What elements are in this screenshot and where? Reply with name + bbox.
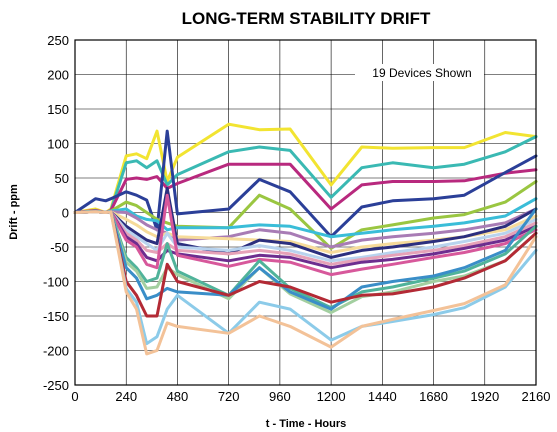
- y-axis-label: Drift - ppm: [8, 184, 20, 240]
- y-tick-labels: 250 200 150 100 50 0 -50 -100 -150 -200 -250: [43, 33, 69, 393]
- x-tick-label: 1200: [317, 389, 346, 404]
- y-tick-label: 50: [55, 171, 69, 186]
- x-tick-label: 2160: [522, 389, 551, 404]
- y-tick-label: -150: [43, 309, 69, 324]
- x-tick-label: 1440: [368, 389, 397, 404]
- series-lines: [73, 122, 538, 356]
- y-tick-label: -200: [43, 344, 69, 359]
- x-tick-label: 1920: [470, 389, 499, 404]
- x-tick-label: 1680: [419, 389, 448, 404]
- y-tick-label: 100: [47, 137, 69, 152]
- device-count-annotation: 19 Devices Shown: [372, 66, 471, 80]
- series-line-3: [73, 162, 538, 214]
- y-tick-label: 250: [47, 33, 69, 48]
- x-axis-label: t - Time - Hours: [266, 418, 346, 430]
- y-tick-label: 150: [47, 102, 69, 117]
- x-tick-label: 720: [218, 389, 240, 404]
- annotation-box: [355, 64, 484, 81]
- series-line-19: [73, 210, 538, 356]
- x-tick-label: 480: [167, 389, 189, 404]
- plot-frame: [74, 39, 537, 386]
- x-tick-label: 960: [269, 389, 291, 404]
- y-tick-label: 0: [62, 206, 69, 221]
- x-tick-label: 0: [71, 389, 78, 404]
- x-tick-label: 240: [115, 389, 137, 404]
- y-tick-label: 200: [47, 68, 69, 83]
- chart-title: LONG-TERM STABILITY DRIFT: [182, 9, 431, 28]
- y-tick-label: -100: [43, 275, 69, 290]
- y-tick-label: -50: [50, 240, 69, 255]
- y-tick-label: -250: [43, 378, 69, 393]
- series-line-4: [73, 129, 538, 239]
- x-tick-labels: 0 240 480 720 960 1200 1440 1680 1920 2160: [71, 389, 550, 404]
